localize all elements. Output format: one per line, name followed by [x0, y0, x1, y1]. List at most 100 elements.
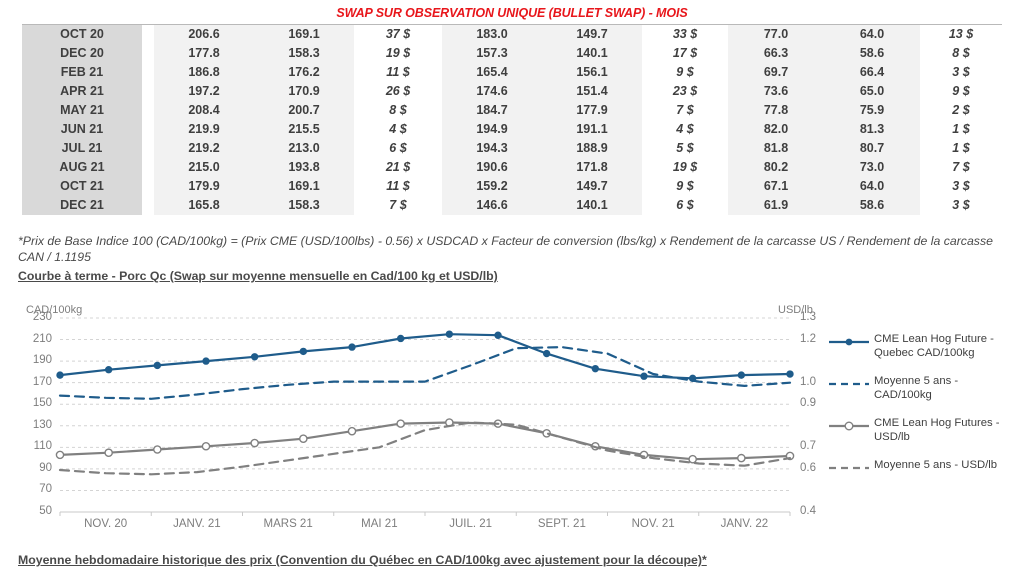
cell-b2: 188.9: [542, 139, 642, 158]
cell-c1: 73.6: [728, 82, 824, 101]
y-tick-left: 70: [39, 483, 52, 496]
y-tick-right: 0.7: [800, 440, 816, 453]
cell-d2: 9 $: [642, 63, 728, 82]
cell-b2: 149.7: [542, 177, 642, 196]
cell-c2: 65.0: [824, 82, 920, 101]
cell-a1: 206.6: [154, 25, 254, 44]
cell-spacer: [142, 82, 154, 101]
y-tick-left: 190: [32, 354, 52, 367]
cell-b2: 191.1: [542, 120, 642, 139]
cell-c1: 69.7: [728, 63, 824, 82]
cell-a2: 193.8: [254, 158, 354, 177]
cell-c1: 61.9: [728, 196, 824, 215]
cell-a1: 186.8: [154, 63, 254, 82]
cell-b1: 174.6: [442, 82, 542, 101]
chart-canvas: [55, 317, 795, 516]
y-axis-right-title: USD/lb: [778, 304, 813, 316]
cell-month: JUN 21: [22, 120, 142, 139]
cell-d3: 3 $: [920, 63, 1002, 82]
table-row: DEC 20 177.8 158.3 19 $157.3 140.1 17 $66.3 58…: [22, 44, 1002, 63]
cell-c2: 64.0: [824, 177, 920, 196]
cell-a2: 169.1: [254, 177, 354, 196]
cell-month: OCT 20: [22, 25, 142, 44]
cell-c2: 73.0: [824, 158, 920, 177]
cell-d2: 4 $: [642, 120, 728, 139]
cell-b1: 165.4: [442, 63, 542, 82]
y-tick-right: 0.4: [800, 505, 816, 517]
cell-b2: 149.7: [542, 25, 642, 44]
chart-legend: CME Lean Hog Future - Quebec CAD/100kg Moy…: [828, 332, 1024, 486]
legend-key-icon: [828, 462, 870, 472]
legend-item[interactable]: Moyenne 5 ans - USD/lb: [828, 458, 1024, 472]
cell-d2: 23 $: [642, 82, 728, 101]
legend-key-icon: [828, 378, 870, 388]
chart-subtitle: Courbe à terme - Porc Qc (Swap sur moyen…: [18, 269, 498, 283]
cell-b1: 190.6: [442, 158, 542, 177]
legend-item[interactable]: Moyenne 5 ans - CAD/100kg: [828, 374, 1024, 402]
cell-spacer: [142, 158, 154, 177]
legend-key-icon: [828, 336, 870, 346]
cell-a2: 169.1: [254, 25, 354, 44]
swap-table-title: SWAP SUR OBSERVATION UNIQUE (BULLET SWAP…: [336, 6, 688, 20]
cell-a2: 200.7: [254, 101, 354, 120]
cell-b2: 151.4: [542, 82, 642, 101]
cell-b1: 159.2: [442, 177, 542, 196]
y-tick-left: 110: [33, 440, 52, 453]
cell-a2: 176.2: [254, 63, 354, 82]
table-row: OCT 21 179.9 169.1 11 $159.2 149.7 9 $67.1 64.…: [22, 177, 1002, 196]
cell-d3: 7 $: [920, 158, 1002, 177]
legend-label-line2: USD/lb: [874, 431, 910, 443]
cell-a1: 177.8: [154, 44, 254, 63]
table-row: OCT 20 206.6 169.1 37 $183.0 149.7 33 $77.0 64…: [22, 25, 1002, 44]
cell-b1: 146.6: [442, 196, 542, 215]
cell-month: DEC 21: [22, 196, 142, 215]
cell-c2: 58.6: [824, 44, 920, 63]
cell-c2: 81.3: [824, 120, 920, 139]
cell-d3: 2 $: [920, 101, 1002, 120]
cell-d2: 9 $: [642, 177, 728, 196]
cell-month: AUG 21: [22, 158, 142, 177]
cell-a1: 165.8: [154, 196, 254, 215]
table-row: JUL 21 219.2 213.0 6 $194.3 188.9 5 $81.8 80.7…: [22, 139, 1002, 158]
cell-month: FEB 21: [22, 63, 142, 82]
cell-d1: 26 $: [354, 82, 442, 101]
table-row: FEB 21 186.8 176.2 11 $165.4 156.1 9 $69.7 66.…: [22, 63, 1002, 82]
cell-month: APR 21: [22, 82, 142, 101]
cell-d3: 13 $: [920, 25, 1002, 44]
cell-c1: 67.1: [728, 177, 824, 196]
cell-d1: 11 $: [354, 177, 442, 196]
swap-table-block: OCT 20 206.6 169.1 37 $183.0 149.7 33 $77.0 64…: [22, 24, 1002, 215]
cell-d1: 21 $: [354, 158, 442, 177]
y-tick-right: 0.9: [800, 397, 816, 410]
cell-b1: 194.3: [442, 139, 542, 158]
cell-c2: 58.6: [824, 196, 920, 215]
cell-c1: 77.8: [728, 101, 824, 120]
cell-month: MAY 21: [22, 101, 142, 120]
cell-d3: 3 $: [920, 177, 1002, 196]
cell-a1: 215.0: [154, 158, 254, 177]
cell-b2: 140.1: [542, 44, 642, 63]
y-tick-right: 1.0: [800, 375, 816, 388]
cell-a1: 219.2: [154, 139, 254, 158]
cell-d2: 5 $: [642, 139, 728, 158]
cell-a2: 158.3: [254, 44, 354, 63]
cell-b1: 184.7: [442, 101, 542, 120]
y-tick-right: 1.2: [800, 332, 816, 345]
table-row: JUN 21 219.9 215.5 4 $194.9 191.1 4 $82.0 81.3…: [22, 120, 1002, 139]
x-tick: NOV. 21: [631, 518, 675, 530]
cell-d1: 8 $: [354, 101, 442, 120]
cell-c1: 80.2: [728, 158, 824, 177]
cell-d2: 17 $: [642, 44, 728, 63]
cell-b1: 157.3: [442, 44, 542, 63]
legend-item[interactable]: CME Lean Hog Future - Quebec CAD/100kg: [828, 332, 1024, 360]
table-row: AUG 21 215.0 193.8 21 $190.6 171.8 19 $80.2 73…: [22, 158, 1002, 177]
cell-spacer: [142, 25, 154, 44]
cell-d1: 19 $: [354, 44, 442, 63]
swap-table: OCT 20 206.6 169.1 37 $183.0 149.7 33 $77.0 64…: [22, 25, 1002, 215]
legend-item[interactable]: CME Lean Hog Futures - USD/lb: [828, 416, 1024, 444]
x-tick: MARS 21: [263, 518, 313, 530]
cell-b1: 183.0: [442, 25, 542, 44]
legend-label-line1: Moyenne 5 ans -: [874, 375, 959, 387]
table-row: APR 21 197.2 170.9 26 $174.6 151.4 23 $73.6 65…: [22, 82, 1002, 101]
cell-d3: 3 $: [920, 196, 1002, 215]
